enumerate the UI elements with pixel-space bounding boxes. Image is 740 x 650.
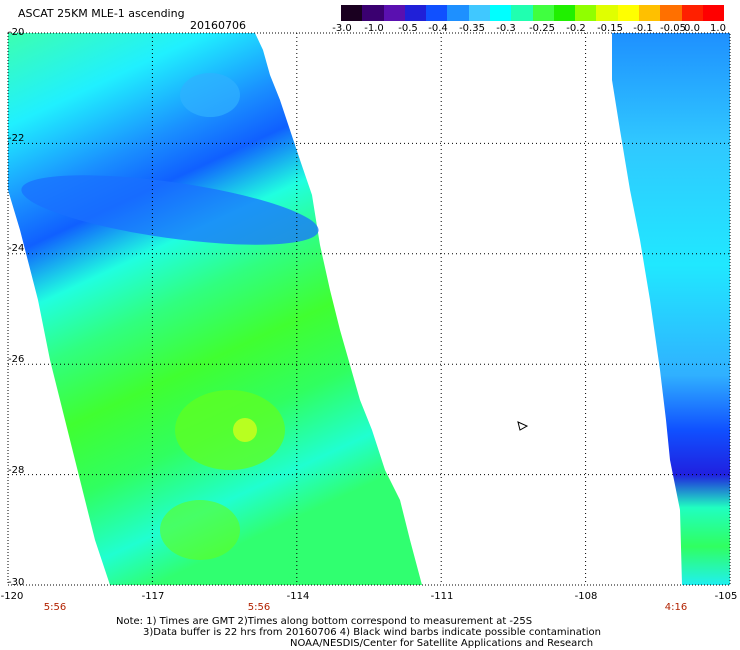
lon-label: -108 (574, 591, 598, 602)
map-frame (7, 32, 731, 586)
colorbar-swatch (404, 5, 427, 21)
colorbar-swatch (511, 5, 533, 21)
colorbar-swatch (447, 5, 469, 21)
colorbar-swatch (341, 5, 363, 21)
lon-label: -114 (286, 591, 310, 602)
island-outline (517, 421, 529, 431)
colorbar-label: -0.05 (660, 23, 686, 34)
colorbar-label: -0.3 (496, 23, 516, 34)
colorbar-swatch (532, 5, 554, 21)
lon-label: -105 (714, 591, 738, 602)
swath-time: 5:56 (43, 602, 67, 613)
map-date: 20160706 (190, 19, 246, 32)
lon-label: -111 (430, 591, 454, 602)
lat-label: -28 (8, 465, 25, 476)
lat-lon-grid (8, 33, 730, 585)
swath-left (8, 33, 422, 585)
map-title: ASCAT 25KM MLE-1 ascending (18, 7, 185, 20)
colorbar-swatch (362, 5, 384, 21)
lat-label: -20 (8, 27, 25, 38)
colorbar-swatch (638, 5, 661, 21)
colorbar-label: -0.5 (398, 23, 418, 34)
colorbar-swatch (681, 5, 703, 21)
colorbar-label: 1.0 (710, 23, 726, 34)
lon-label: -120 (0, 591, 24, 602)
lat-label: -22 (8, 133, 25, 144)
lat-label: -30 (8, 577, 25, 588)
colorbar-label: -0.4 (428, 23, 448, 34)
colorbar-swatch (702, 5, 725, 21)
colorbar-label: -0.2 (566, 23, 586, 34)
lon-label: -117 (141, 591, 165, 602)
swath-time: 5:56 (247, 602, 271, 613)
colorbar-swatch (468, 5, 490, 21)
colorbar-label: -0.25 (529, 23, 555, 34)
colorbar-swatch (489, 5, 512, 21)
colorbar-label: -0.1 (633, 23, 653, 34)
colorbar-swatch (383, 5, 405, 21)
footnote-line-2: 3)Data buffer is 22 hrs from 20160706 4)… (143, 627, 601, 638)
colorbar (341, 5, 725, 21)
colorbar-label: -3.0 (332, 23, 352, 34)
swath-time: 4:16 (664, 602, 688, 613)
colorbar-swatch (617, 5, 639, 21)
colorbar-label: -0.15 (597, 23, 623, 34)
colorbar-labels: -3.0 -1.0 -0.5 -0.4 -0.35 -0.3 -0.25 -0.… (330, 23, 730, 35)
footnote-line-3: NOAA/NESDIS/Center for Satellite Applica… (290, 638, 594, 649)
lat-label: -24 (8, 243, 25, 254)
colorbar-swatch (660, 5, 682, 21)
colorbar-swatch (596, 5, 618, 21)
colorbar-label: 0.0 (684, 23, 700, 34)
colorbar-label: -0.35 (459, 23, 485, 34)
colorbar-label: -1.0 (364, 23, 384, 34)
colorbar-swatch (575, 5, 597, 21)
footnote-line-1: Note: 1) Times are GMT 2)Times along bot… (116, 616, 533, 627)
lat-label: -26 (8, 354, 25, 365)
colorbar-swatch (426, 5, 448, 21)
swath-right (612, 33, 730, 585)
colorbar-swatch (553, 5, 576, 21)
